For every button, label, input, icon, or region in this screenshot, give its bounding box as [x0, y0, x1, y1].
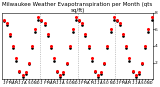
Title: Milwaukee Weather Evapotranspiration per Month (qts sq/ft): Milwaukee Weather Evapotranspiration per…: [2, 2, 153, 13]
